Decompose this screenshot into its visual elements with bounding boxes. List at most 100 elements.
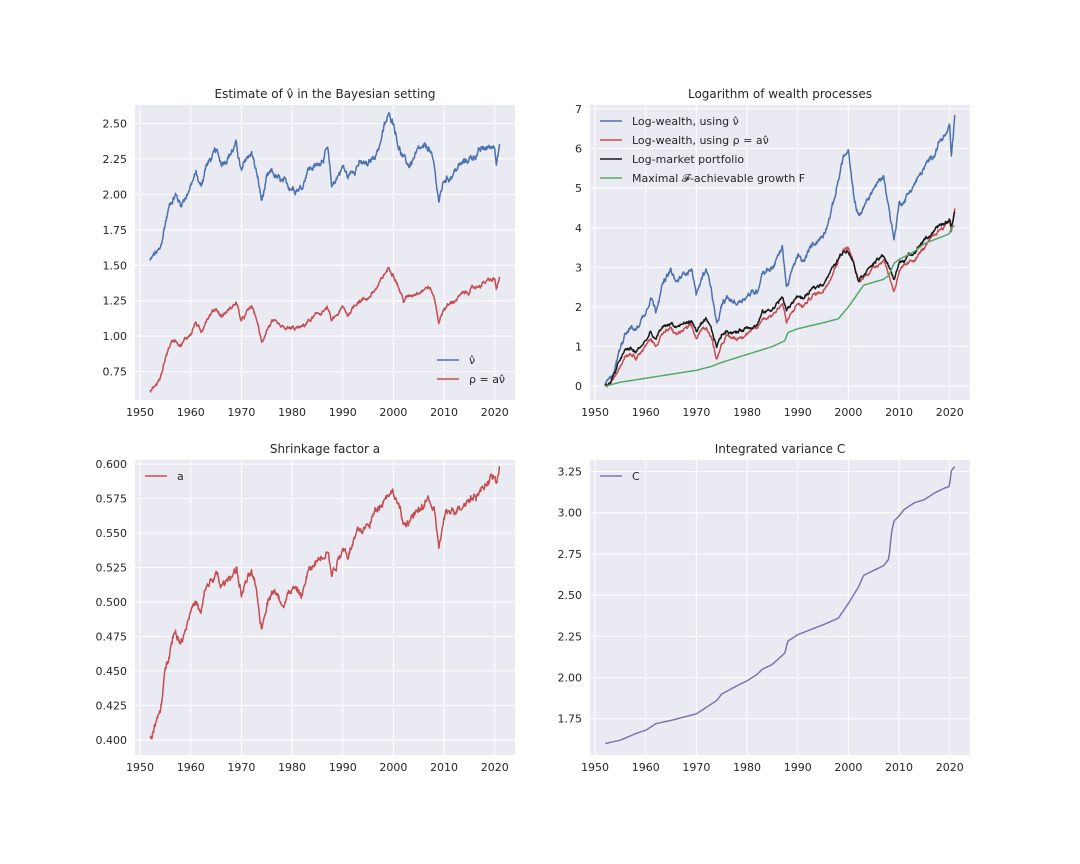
x-tick-label: 1990 [329, 406, 357, 419]
series-group [149, 466, 501, 740]
series-group [605, 466, 956, 745]
x-tick-label: 1960 [177, 406, 205, 419]
legend-label: C [632, 470, 640, 483]
y-tick-label: 3.25 [558, 466, 583, 479]
x-tick-label: 2010 [430, 761, 458, 774]
y-tick-label: 0 [575, 380, 582, 393]
series-line [604, 208, 956, 388]
x-tick-label: 1990 [329, 761, 357, 774]
x-tick-label: 2000 [379, 761, 407, 774]
y-tick-label: 7 [575, 103, 582, 116]
x-tick-label: 2010 [885, 761, 913, 774]
chart-title: Estimate of ν̂ in the Bayesian setting [214, 87, 435, 101]
y-tick-label: 0.550 [96, 527, 128, 540]
legend-label: ν̂ [469, 354, 475, 367]
y-tick-label: 6 [575, 143, 582, 156]
x-tick-label: 2000 [834, 761, 862, 774]
y-tick-label: 2.25 [103, 153, 128, 166]
series-line [605, 466, 956, 745]
grid [590, 105, 970, 400]
x-tick-label: 2020 [936, 406, 964, 419]
y-tick-label: 2.75 [558, 548, 583, 561]
x-tick-label: 2010 [885, 406, 913, 419]
chart-panel-log-wealth: Logarithm of wealth processes 1950 1960 19… [575, 87, 970, 419]
y-tick-label: 1.75 [558, 713, 583, 726]
y-tick-label: 1 [575, 341, 582, 354]
y-tick-label: 0.75 [103, 366, 128, 379]
x-tick-label: 1970 [227, 761, 255, 774]
y-tick-label: 0.600 [96, 458, 128, 471]
y-tick-label: 0.425 [96, 699, 128, 712]
x-tick-label: 1970 [682, 406, 710, 419]
legend: C [600, 470, 640, 483]
series-line [604, 114, 956, 385]
series-group [604, 114, 956, 388]
series-group [149, 112, 501, 393]
y-tick-label: 2.50 [103, 117, 128, 130]
y-tick-label: 0.575 [96, 493, 128, 506]
chart-panel-integrated-variance: Integrated variance C 1950 1960 1970 1980 19… [558, 442, 970, 774]
x-tick-label: 1960 [632, 406, 660, 419]
y-tick-label: 2 [575, 301, 582, 314]
y-tick-label: 0.500 [96, 596, 128, 609]
y-tick-label: 1.50 [103, 259, 128, 272]
x-tick-label: 1950 [581, 406, 609, 419]
y-tick-label: 2.00 [103, 188, 128, 201]
x-tick-label: 1980 [278, 406, 306, 419]
y-tick-label: 1.25 [103, 295, 128, 308]
x-tick-label: 2020 [481, 406, 509, 419]
x-tick-label: 1970 [682, 761, 710, 774]
y-tick-label: 3 [575, 261, 582, 274]
y-tick-label: 2.25 [558, 630, 583, 643]
grid [590, 460, 970, 755]
x-tick-label: 1950 [581, 761, 609, 774]
x-tick-label: 1950 [126, 761, 154, 774]
legend-label: Log-market portfolio [632, 153, 744, 166]
x-tick-label: 1960 [632, 761, 660, 774]
y-tick-label: 4 [575, 222, 582, 235]
x-tick-label: 2000 [834, 406, 862, 419]
y-tick-label: 0.400 [96, 734, 128, 747]
grid [135, 460, 515, 755]
legend: a [145, 470, 184, 483]
series-line [149, 266, 501, 393]
y-tick-label: 1.75 [103, 224, 128, 237]
legend-label: a [177, 470, 184, 483]
series-line [605, 225, 956, 387]
x-tick-label: 2020 [481, 761, 509, 774]
chart-panel-shrinkage-factor: Shrinkage factor a 1950 1960 1970 1980 1990 2… [96, 442, 515, 774]
x-tick-label: 1950 [126, 406, 154, 419]
series-line [604, 211, 956, 387]
legend-label: Log-wealth, using ν̂ [632, 115, 739, 128]
x-tick-label: 1970 [227, 406, 255, 419]
y-tick-label: 2.00 [558, 672, 583, 685]
series-line [149, 112, 501, 261]
legend: Log-wealth, using ν̂ Log-wealth, using ρ … [600, 115, 805, 185]
legend-label: Maximal 𝓕-achievable growth F [632, 172, 805, 185]
x-tick-label: 1990 [784, 406, 812, 419]
chart-title: Shrinkage factor a [270, 442, 380, 456]
y-tick-label: 0.450 [96, 665, 128, 678]
y-tick-label: 1.00 [103, 330, 128, 343]
x-tick-label: 2010 [430, 406, 458, 419]
y-tick-label: 2.50 [558, 589, 583, 602]
x-tick-label: 1990 [784, 761, 812, 774]
grid [135, 105, 515, 400]
x-tick-label: 1960 [177, 761, 205, 774]
y-tick-label: 3.00 [558, 507, 583, 520]
series-line [149, 466, 501, 740]
x-tick-label: 1980 [733, 761, 761, 774]
y-tick-label: 0.525 [96, 562, 128, 575]
x-tick-label: 1980 [278, 761, 306, 774]
plot-area [590, 460, 970, 755]
x-tick-label: 2000 [379, 406, 407, 419]
legend-label: Log-wealth, using ρ = aν̂ [632, 134, 769, 147]
chart-panel-estimate-nu: Estimate of ν̂ in the Bayesian setting 1… [103, 87, 515, 419]
y-tick-label: 5 [575, 182, 582, 195]
legend-label: ρ = aν̂ [469, 373, 505, 386]
chart-title: Integrated variance C [715, 442, 846, 456]
x-tick-label: 2020 [936, 761, 964, 774]
legend: ν̂ ρ = aν̂ [437, 354, 505, 386]
y-tick-label: 0.475 [96, 630, 128, 643]
chart-title: Logarithm of wealth processes [688, 87, 872, 101]
